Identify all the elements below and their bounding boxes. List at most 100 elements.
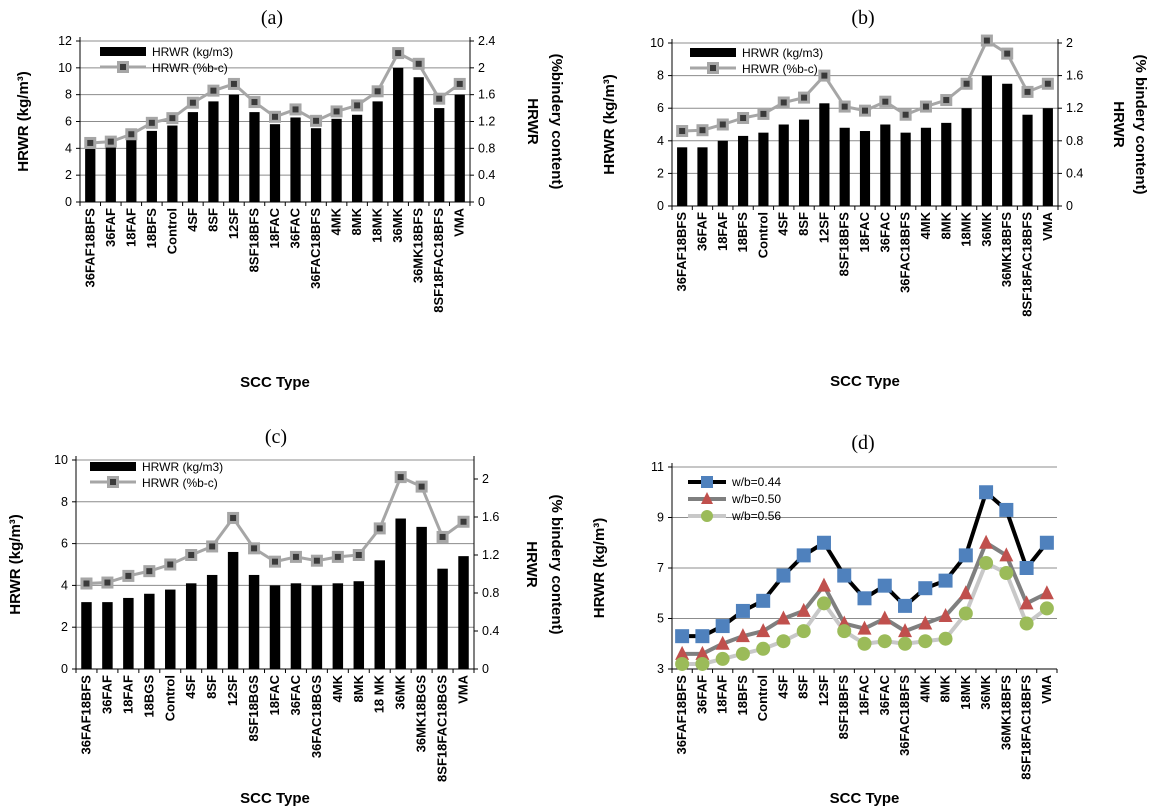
line-marker	[1039, 535, 1054, 550]
line-marker-inner	[719, 121, 726, 128]
x-tick-label: 8SF18BFS	[837, 212, 852, 277]
line-marker	[675, 645, 690, 660]
y-axis-label: HRWR (kg/m³)	[15, 71, 32, 172]
legend-label: HRWR (kg/m3)	[152, 45, 233, 59]
bar	[758, 132, 769, 206]
x-tick-label: VMA	[456, 674, 471, 704]
line-marker	[735, 628, 750, 643]
legend-line-marker-inner	[110, 479, 116, 485]
x-tick-label: 8MK	[938, 211, 953, 239]
bar	[941, 122, 952, 206]
x-tick-label: 8MK	[349, 207, 364, 235]
line-marker-inner	[902, 111, 909, 118]
chart-panel-d: (d) 3 5 7 9 11 36FAF18BFS 36FAF 18FAF 18BFS Contro…	[591, 432, 1058, 807]
line-marker-inner	[292, 106, 299, 113]
line-marker-inner	[460, 518, 467, 525]
bar	[351, 114, 363, 202]
x-tick-label: 36MK18BFS	[998, 675, 1013, 750]
y-tick-label: 0	[657, 199, 664, 213]
legend-bar-swatch	[100, 47, 146, 56]
bar	[920, 127, 932, 206]
line-marker	[898, 623, 913, 638]
line-marker	[877, 578, 892, 593]
line-marker	[877, 610, 892, 625]
bar	[208, 101, 219, 202]
x-tick-label: 36FAF	[99, 675, 114, 714]
line-marker	[776, 610, 791, 625]
line-marker	[999, 566, 1014, 581]
y2-tick-label: 1.6	[482, 510, 499, 524]
x-tick-label: 36MK	[390, 207, 405, 242]
legend-label: HRWR (%b-c)	[142, 476, 218, 490]
bar	[353, 581, 365, 669]
legend-bar-swatch	[690, 48, 736, 57]
line-marker	[695, 645, 710, 660]
line-marker-inner	[272, 113, 278, 120]
y2-tick-label: 0.8	[482, 586, 499, 600]
line-marker	[715, 619, 730, 634]
bar	[81, 602, 92, 669]
y-tick-label: 6	[61, 537, 68, 551]
x-tick-label: 36FAF	[103, 208, 118, 247]
y-tick-label: 3	[657, 662, 664, 676]
legend: HRWR (kg/m3) HRWR (%b-c)	[100, 45, 233, 75]
x-tick-label: 36FAC	[877, 211, 892, 252]
bar	[677, 147, 688, 206]
x-tick-label: 18FAF	[715, 675, 730, 714]
y2-axis-label: (%bindery content)	[548, 54, 565, 190]
x-tick-label: 8SF18BFS	[246, 208, 261, 273]
bar	[144, 593, 155, 669]
line-marker-inner	[882, 98, 889, 105]
line-marker	[1019, 595, 1034, 610]
line-marker-inner	[146, 568, 153, 575]
bar	[332, 583, 344, 669]
x-tick-label: 4MK	[329, 207, 344, 235]
panel-title: (d)	[851, 432, 874, 454]
line-marker-inner	[395, 50, 402, 57]
line-marker-inner	[148, 119, 155, 126]
bar	[165, 589, 176, 669]
x-tick-label: 8SF	[205, 208, 220, 232]
legend-label: HRWR (%b-c)	[742, 62, 818, 76]
x-tick-label: Control	[755, 212, 770, 258]
line-marker	[979, 555, 994, 570]
line-marker	[715, 635, 730, 650]
y2-tick-label: 0.4	[482, 624, 499, 638]
line-marker	[1019, 561, 1034, 575]
bar	[900, 132, 911, 206]
y2-tick-label: 0.8	[478, 141, 495, 155]
x-tick-label: 8SF18BFS	[836, 675, 851, 740]
line-marker-inner	[760, 110, 767, 117]
line-marker	[958, 548, 973, 563]
line-marker-inner	[107, 138, 114, 145]
x-tick-label: 36FAF	[694, 212, 709, 251]
line-marker	[796, 624, 811, 639]
bar	[961, 108, 972, 206]
x-tick-label: 4MK	[330, 674, 345, 702]
line-marker-inner	[780, 99, 787, 106]
bar	[248, 574, 260, 669]
line-marker-inner	[169, 115, 176, 122]
line-marker-inner	[83, 580, 90, 587]
y2-tick-label: 2	[1066, 36, 1073, 50]
line-marker	[1019, 616, 1034, 631]
line-marker-inner	[679, 128, 686, 135]
line-marker	[918, 615, 933, 630]
legend-line-marker-inner	[710, 65, 716, 71]
line-marker-inner	[104, 579, 111, 586]
bar	[206, 574, 218, 669]
line-marker-inner	[418, 483, 425, 490]
line-marker	[877, 634, 892, 649]
line-marker	[979, 485, 994, 500]
line-marker	[857, 591, 872, 606]
line-marker-inner	[1024, 88, 1031, 95]
line-marker	[857, 636, 872, 651]
y2-axis-label: (% bindery content)	[1132, 54, 1149, 194]
x-tick-label: 36MK	[393, 674, 408, 709]
x-tick-label: 18FAF	[715, 212, 730, 251]
y-tick-label: 2	[61, 620, 68, 634]
y2-tick-label: 0.4	[478, 168, 495, 182]
line-marker-inner	[355, 552, 362, 558]
y2-tick-label: 0	[482, 662, 489, 676]
y-axis-label: HRWR (kg/m³)	[591, 518, 608, 619]
